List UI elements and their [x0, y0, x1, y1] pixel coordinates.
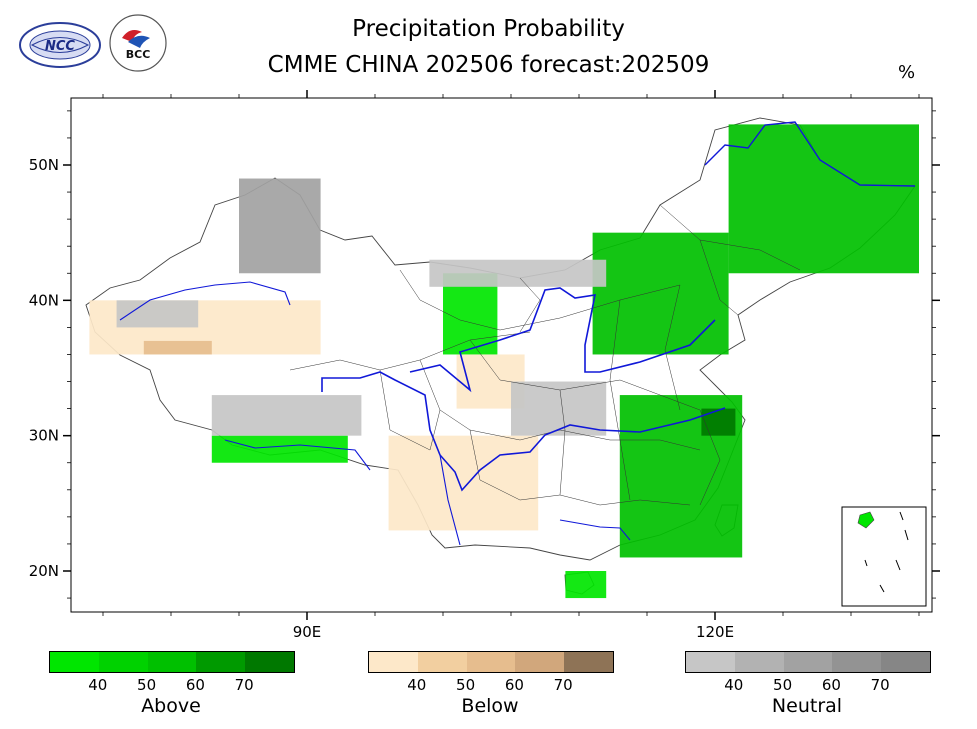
colorbar-tick-label: 40	[407, 676, 427, 694]
rivers	[119, 121, 916, 546]
colorbar-tick-label: 70	[234, 676, 254, 694]
map-axes: 90E 120E 50N 40N 30N 20N	[29, 90, 940, 641]
colorbar-above	[49, 651, 295, 673]
y-tick-label: 40N	[29, 291, 59, 309]
colorbar-neutral	[685, 651, 931, 673]
colorbar-tick-label: 50	[456, 676, 476, 694]
colorbar-segment	[466, 652, 516, 672]
region-neutral-13	[511, 381, 607, 436]
bcc-logo-text: BCC	[126, 48, 151, 61]
colorbar-segment	[50, 652, 99, 672]
ncc-logo-text: NCC	[45, 39, 75, 54]
region-neutral-14	[211, 395, 362, 436]
colorbar-tick-label: 50	[773, 676, 793, 694]
colorbar-tick-label: 60	[185, 676, 205, 694]
colorbar-segment	[564, 652, 613, 672]
colorbar-tick-label: 70	[553, 676, 573, 694]
region-above-5	[211, 435, 348, 463]
south-china-sea-inset	[841, 506, 927, 607]
y-tick-label: 50N	[29, 156, 59, 174]
region-above-3	[701, 408, 736, 436]
colorbar-segment	[832, 652, 882, 672]
bcc-logo: BCC	[109, 14, 167, 72]
region-below-9	[388, 435, 539, 531]
colorbar-segment	[515, 652, 565, 672]
colorbar-below	[368, 651, 614, 673]
colorbar-tick-label: 70	[870, 676, 890, 694]
x-tick-label: 120E	[696, 623, 734, 641]
colorbar-segment	[686, 652, 735, 672]
region-below-8	[143, 340, 212, 355]
colorbar-tick-label: 40	[88, 676, 108, 694]
region-neutral-12	[429, 259, 607, 287]
colorbar-segment	[783, 652, 833, 672]
y-tick-label: 20N	[29, 562, 59, 580]
colorbar-label-neutral: Neutral	[771, 695, 843, 717]
colorbar-segment	[369, 652, 418, 672]
province-borders	[289, 204, 801, 506]
ncc-logo: NCC	[19, 22, 101, 68]
colorbar-segment	[881, 652, 930, 672]
colorbar-tick-label: 60	[504, 676, 524, 694]
region-above-6	[565, 571, 607, 599]
colorbar-segment	[417, 652, 467, 672]
x-tick-label: 90E	[293, 623, 322, 641]
colorbar-segment	[734, 652, 784, 672]
colorbar-label-below: Below	[461, 695, 519, 717]
colorbar-segment	[98, 652, 148, 672]
unit-label: %	[898, 62, 916, 83]
chart-subtitle: CMME CHINA 202506 forecast:202509	[267, 52, 710, 78]
colorbar-tick-label: 50	[137, 676, 157, 694]
colorbar-tick-label: 60	[821, 676, 841, 694]
colorbar-segment	[196, 652, 246, 672]
region-above-0	[728, 124, 919, 274]
probability-regions	[89, 124, 919, 599]
colorbar-label-above: Above	[141, 695, 201, 717]
y-tick-label: 30N	[29, 427, 59, 445]
colorbar-segment	[245, 652, 294, 672]
region-neutral-11	[239, 178, 321, 274]
colorbar-segment	[147, 652, 197, 672]
agency-logos: NCC BCC	[19, 14, 167, 72]
colorbar-tick-label: 40	[724, 676, 744, 694]
region-neutral-15	[116, 300, 199, 328]
region-above-1	[592, 232, 729, 355]
chart-title: Precipitation Probability	[352, 16, 625, 42]
